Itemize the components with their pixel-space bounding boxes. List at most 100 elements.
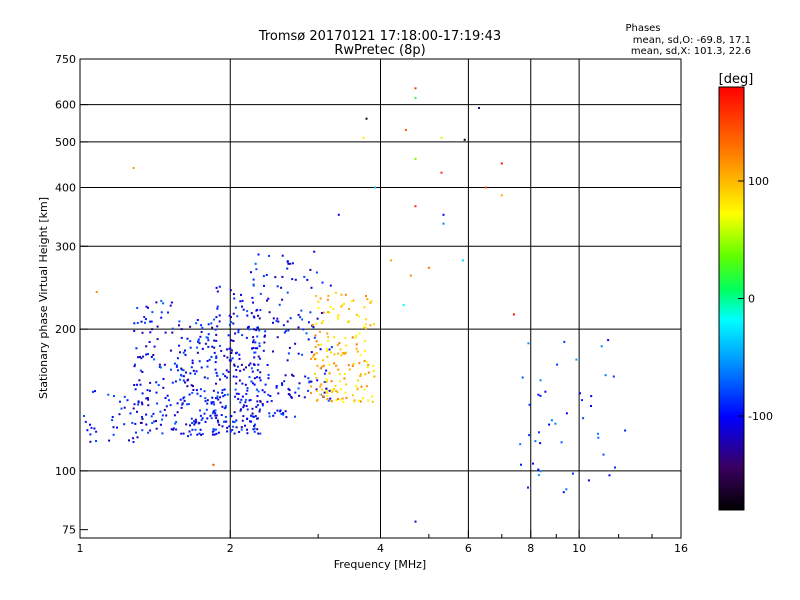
echo-point [205, 336, 208, 339]
echo-point [217, 391, 219, 394]
echo-point [273, 412, 276, 415]
echo-point [216, 419, 219, 422]
echo-point [233, 297, 236, 300]
echo-point [218, 285, 221, 288]
echo-point [184, 353, 187, 356]
echo-point [256, 369, 259, 372]
echo-point [175, 364, 178, 367]
echo-point [92, 390, 94, 393]
echo-point [218, 423, 221, 426]
echo-point [133, 322, 136, 325]
echo-point [162, 386, 165, 389]
echo-point [176, 402, 179, 405]
echo-point [249, 420, 251, 423]
echo-point [343, 352, 346, 355]
echo-point [372, 370, 375, 373]
echo-point [463, 138, 466, 141]
echo-point [136, 322, 139, 324]
echo-point [181, 402, 184, 405]
echo-point [532, 462, 534, 465]
echo-point [326, 350, 328, 353]
echo-point [226, 430, 229, 433]
echo-point [189, 433, 192, 436]
echo-point [286, 320, 289, 323]
echo-point [189, 372, 192, 375]
echo-point [187, 403, 190, 406]
echo-point [363, 326, 365, 329]
echo-point [597, 432, 599, 435]
echo-point [141, 418, 144, 420]
echo-point [150, 320, 153, 323]
echo-point [478, 107, 480, 109]
echo-point [239, 300, 242, 303]
echo-point [245, 393, 248, 395]
echo-point [252, 301, 254, 304]
echo-point [214, 368, 217, 371]
echo-point [231, 357, 234, 360]
echo-point [355, 385, 358, 388]
chart-title: Tromsø 20170121 17:18:00-17:19:43 [258, 29, 501, 44]
echo-point [554, 422, 557, 425]
echo-point [95, 440, 97, 442]
echo-point [266, 299, 268, 302]
phase-colorbar: [deg] 100 0 -100 [718, 72, 773, 511]
echo-point [308, 380, 311, 383]
echo-point [262, 349, 265, 352]
echo-point [228, 359, 231, 362]
echo-point [184, 381, 187, 384]
echo-point [520, 463, 522, 466]
echo-point [250, 414, 253, 417]
echo-point [216, 325, 219, 328]
echo-point [512, 313, 515, 316]
echo-point [246, 314, 249, 317]
echo-point [225, 420, 228, 423]
x-axis-ticks: 1 2 4 6 8 10 16 [77, 530, 688, 555]
echo-point [344, 372, 346, 375]
echo-point [281, 382, 283, 385]
echo-point [371, 400, 374, 403]
echo-point [341, 397, 344, 400]
echo-point [216, 290, 219, 293]
echo-point [214, 412, 217, 415]
echo-point [614, 466, 616, 469]
echo-point [348, 308, 350, 310]
echo-point [237, 398, 240, 400]
echo-point [365, 318, 368, 321]
echo-point [363, 359, 366, 362]
echo-point [287, 329, 290, 332]
echo-point [224, 406, 227, 409]
echo-point [367, 363, 370, 366]
echo-point [297, 352, 300, 355]
echo-point [258, 410, 261, 413]
echo-point [139, 421, 142, 424]
echo-point [602, 453, 605, 456]
echo-point [132, 437, 135, 440]
echo-point [200, 331, 203, 333]
echo-point [129, 412, 132, 415]
echo-point [139, 356, 141, 358]
x-axis-label: Frequency [MHz] [334, 558, 426, 571]
echo-point [270, 400, 273, 402]
echo-point [175, 421, 178, 423]
echo-point [251, 347, 253, 350]
echo-point [232, 375, 235, 378]
echo-point [274, 276, 277, 279]
echo-point [177, 369, 179, 372]
echo-point [214, 328, 217, 331]
echo-point [252, 336, 255, 339]
echo-point [212, 410, 215, 413]
echo-point [579, 392, 581, 395]
echo-point [229, 358, 232, 361]
echo-point [325, 387, 328, 390]
echo-point [246, 418, 249, 420]
phase-stats-x: mean, sd,X: 101.3, 22.6 [631, 46, 751, 57]
echo-point [216, 307, 219, 310]
echo-point [353, 399, 356, 402]
echo-point [198, 360, 201, 363]
echo-point [149, 331, 152, 334]
echo-point [191, 422, 194, 424]
echo-point [257, 355, 260, 358]
echo-point [359, 354, 362, 357]
echo-point [294, 391, 297, 394]
echo-point [141, 331, 144, 334]
